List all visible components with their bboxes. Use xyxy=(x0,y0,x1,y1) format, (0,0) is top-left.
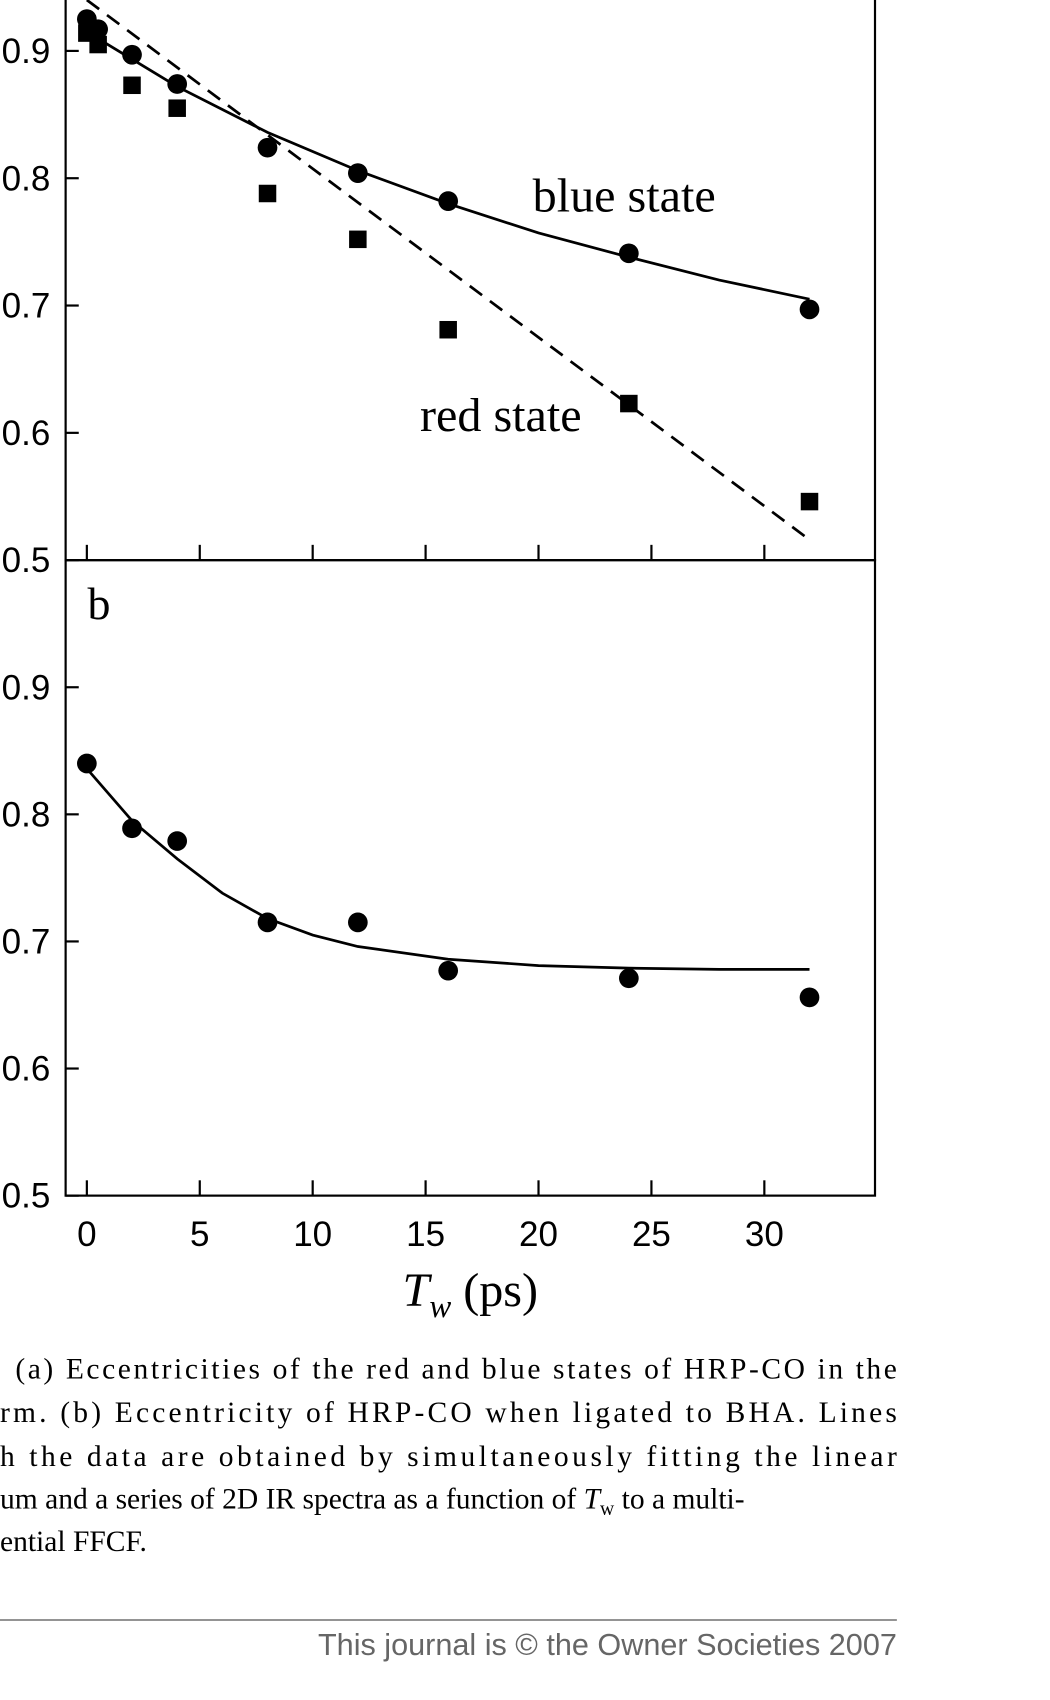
data-point xyxy=(77,753,97,774)
data-point xyxy=(348,912,368,933)
y-tick-label: 0.7 xyxy=(2,287,51,326)
x-axis-subscript: w xyxy=(429,1289,451,1325)
x-axis-label: Tw (ps) xyxy=(403,1264,539,1325)
data-point xyxy=(619,968,639,989)
data-point xyxy=(257,137,278,158)
y-tick-label: 0.8 xyxy=(2,159,51,198)
fit-line xyxy=(86,0,811,541)
y-tick-label: 0.9 xyxy=(2,32,51,71)
panel-label: b xyxy=(88,578,111,629)
data-point xyxy=(799,987,820,1008)
caption-text xyxy=(614,1483,621,1515)
fit-line xyxy=(85,767,810,971)
caption-symbol: T xyxy=(584,1483,603,1515)
data-point xyxy=(438,960,459,981)
data-point xyxy=(439,320,457,339)
data-point xyxy=(799,299,820,320)
x-tick-label: 0 xyxy=(77,1215,96,1254)
data-point xyxy=(258,184,277,203)
x-axis-symbol: T xyxy=(403,1264,433,1317)
y-tick-label: 0.9 xyxy=(2,668,51,707)
annotation: red state xyxy=(420,389,582,442)
caption-line: (a) Eccentricities of the red and blue s… xyxy=(15,1353,897,1385)
caption-text: um and a series of 2D IR spectra as a fu… xyxy=(0,1483,576,1515)
plot-frame xyxy=(64,0,877,562)
plot-frame xyxy=(64,559,877,1197)
data-point xyxy=(123,76,141,95)
data-point xyxy=(167,831,188,851)
caption-line: um and a series of 2D IR spectra as a fu… xyxy=(0,1483,745,1520)
y-tick-label: 0.6 xyxy=(2,414,51,453)
caption-line: ential FFCF. xyxy=(0,1526,147,1558)
x-axis-unit: (ps) xyxy=(463,1264,538,1317)
annotation: blue state xyxy=(533,169,716,222)
x-tick-label: 25 xyxy=(632,1215,671,1254)
x-tick-label: 5 xyxy=(190,1215,209,1254)
y-tick-label: 0.7 xyxy=(2,922,51,961)
data-point xyxy=(800,492,819,511)
y-tick-label: 0.5 xyxy=(2,541,51,580)
data-point xyxy=(257,912,278,933)
data-point xyxy=(122,44,142,65)
fit-line xyxy=(86,30,810,301)
data-point xyxy=(168,99,186,117)
x-tick-label: 30 xyxy=(745,1215,784,1254)
caption-line: rm. (b) Eccentricity of HRP-CO when liga… xyxy=(0,1397,897,1429)
data-point xyxy=(349,230,367,249)
x-tick-label: 15 xyxy=(406,1215,445,1254)
caption-subscript: w xyxy=(600,1498,615,1520)
y-tick-label: 0.5 xyxy=(2,1177,51,1216)
y-tick-label: 0.8 xyxy=(2,795,51,834)
footer: This journal is © the Owner Societies 20… xyxy=(318,1628,897,1662)
caption-line: h the data are obtained by simultaneousl… xyxy=(0,1441,897,1473)
x-tick-label: 20 xyxy=(519,1215,558,1254)
x-tick-label: 10 xyxy=(293,1215,332,1254)
y-tick-label: 0.6 xyxy=(2,1050,51,1089)
caption-text: to a multi- xyxy=(622,1483,745,1515)
x-axis-space xyxy=(451,1264,463,1317)
